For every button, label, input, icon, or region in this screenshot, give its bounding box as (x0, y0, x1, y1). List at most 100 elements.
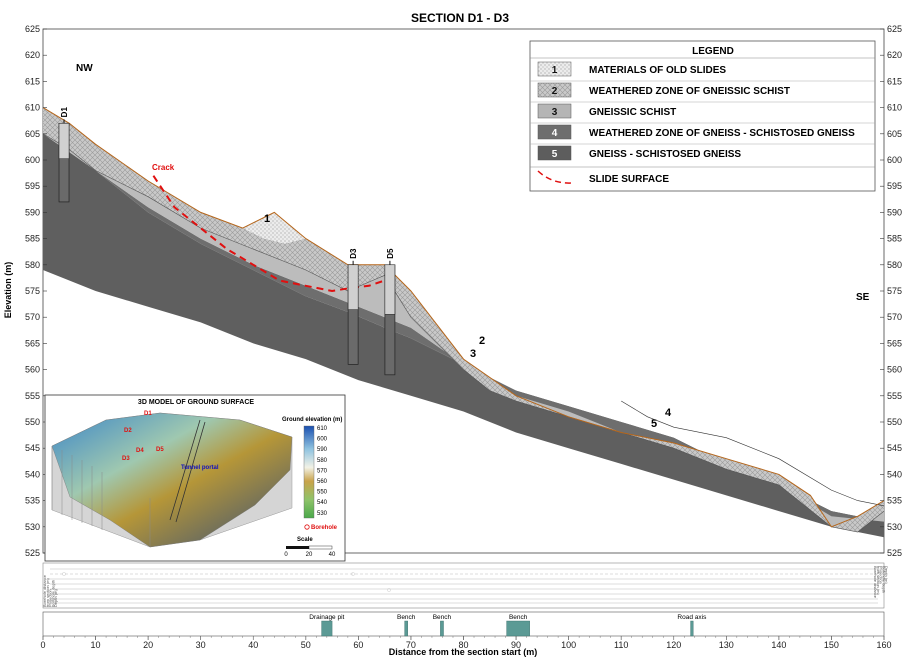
y-tick-label: 540 (25, 469, 40, 479)
inset-borehole-label: D3 (122, 456, 130, 462)
ground-surface-line (42, 107, 885, 528)
x-tick-label: 70 (406, 640, 416, 650)
y-tick-label-right: 600 (887, 155, 902, 165)
y-tick-label: 570 (25, 312, 40, 322)
inset-3d-model: 3D MODEL OF GROUND SURFACE D1 D2 D3 D4 D5 Tun… (44, 394, 346, 562)
inset-borehole-label: D4 (136, 448, 144, 454)
colorbar-tick: 570 (317, 468, 328, 474)
y-tick-label-right: 565 (887, 338, 902, 348)
y-tick-label-right: 585 (887, 234, 902, 244)
x-tick-label: 0 (40, 640, 45, 650)
y-tick-label: 545 (25, 443, 40, 453)
geology-layers (42, 107, 885, 538)
legend-item-label: WEATHERED ZONE OF GNEISSIC SCHIST (589, 86, 790, 97)
colorbar-tick: 590 (317, 447, 328, 453)
legend-swatch-number: 4 (552, 128, 558, 139)
legend-swatch-number: 1 (552, 65, 558, 76)
zone2-boundary (42, 133, 885, 533)
x-tick-label: 30 (196, 640, 206, 650)
borehole-legend-icon (304, 524, 310, 530)
x-tick-label: 100 (561, 640, 576, 650)
x-tick-label: 90 (511, 640, 521, 650)
features-strip: Drainage pit Bench Bench Bench Road axis (42, 611, 885, 637)
y-axis-label: Elevation (m) (3, 262, 13, 319)
legend-box (529, 40, 876, 192)
y-tick-label-right: 560 (887, 365, 902, 375)
legend-swatch-4 (537, 124, 572, 140)
inset-terrain-surface (51, 412, 293, 548)
inset-colorbar-title: Ground elevation (m) (282, 417, 342, 423)
legend-title: LEGEND (692, 46, 734, 57)
strip-left-label: from section (m) (45, 577, 50, 607)
legend-item-label: WEATHERED ZONE OF GNEISS - SCHISTOSED GN… (589, 128, 855, 139)
legend-item-label: GNEISS - SCHISTOSED GNEISS (589, 149, 741, 160)
y-tick-label: 560 (25, 365, 40, 375)
borehole-label-d3: D3 (349, 248, 358, 259)
inset-title: 3D MODEL OF GROUND SURFACE (138, 399, 254, 406)
x-tick-label: 60 (353, 640, 363, 650)
x-tick-label: 50 (301, 640, 311, 650)
zone-label-3: 3 (470, 348, 476, 360)
y-tick-label-right: 595 (887, 181, 902, 191)
y-tick-label: 580 (25, 260, 40, 270)
legend-swatch-2 (537, 82, 572, 98)
y-tick-label: 610 (25, 103, 40, 113)
borehole-columns: D1 D3 D5 (58, 107, 396, 376)
y-tick-label-right: 535 (887, 496, 902, 506)
y-tick-label: 625 (25, 24, 40, 34)
y-tick-label-right: 555 (887, 391, 902, 401)
tunnel-portal-label: Tunnel portal (181, 465, 219, 471)
y-tick-label: 590 (25, 207, 40, 217)
scale-label: Scale (297, 537, 313, 543)
borehole-label-d1: D1 (60, 107, 69, 118)
legend-swatch-3 (537, 103, 572, 119)
zone4-boundary (621, 400, 885, 507)
y-tick-label-right: 615 (887, 76, 902, 86)
inset-borehole-label: D2 (124, 428, 132, 434)
inset-borehole-label: D1 (144, 411, 152, 417)
y-tick-label: 600 (25, 155, 40, 165)
strip-left-label: Projection (48, 589, 53, 607)
colorbar-tick: 610 (317, 426, 328, 432)
legend-swatch-number: 2 (552, 86, 558, 97)
x-axis: 0 10 20 30 40 50 60 70 80 90 100 110 120 130 140 150 160 (40, 636, 892, 650)
feature-label: Bench (433, 614, 452, 621)
feature-bar (321, 620, 333, 637)
y-tick-label: 555 (25, 391, 40, 401)
x-axis-label: Distance from the section start (m) (389, 647, 538, 657)
y-axis-left: 625 620 615 610 605 600 595 590 585 580 575 570 565 5… (25, 24, 47, 558)
feature-label: Road axis (677, 614, 707, 621)
strip-right-label: Projection (879, 566, 884, 584)
y-tick-label: 595 (25, 181, 40, 191)
x-tick-label: 150 (824, 640, 839, 650)
y-tick-label: 615 (25, 76, 40, 86)
x-tick-label: 130 (719, 640, 734, 650)
legend: LEGEND 1 MATERIALS OF OLD SLIDES 2 WEATHERE… (529, 40, 876, 192)
legend-swatch-1 (537, 61, 572, 77)
scale-tick: 20 (306, 552, 313, 558)
y-tick-label-right: 620 (887, 50, 902, 60)
legend-swatch-number: 5 (552, 149, 558, 160)
strip-right-label: Depth (m) (884, 566, 889, 584)
y-tick-label: 525 (25, 548, 40, 558)
y-tick-label: 530 (25, 522, 40, 532)
y-tick-label: 535 (25, 496, 40, 506)
colorbar-tick: 530 (317, 511, 328, 517)
slide-surface-line (152, 175, 391, 293)
strip-right-label: Borehole distance (873, 566, 878, 599)
legend-item-label: GNEISSIC SCHIST (589, 107, 676, 118)
strip-left-label: Borehole depth (50, 580, 55, 607)
strip-right-label: Borehole depth (881, 566, 886, 593)
crack-label: Crack (152, 163, 175, 172)
y-tick-label-right: 525 (887, 548, 902, 558)
feature-bar (506, 620, 530, 637)
y-tick-label: 575 (25, 286, 40, 296)
zone-label-5: 5 (651, 418, 657, 430)
feature-bar (440, 620, 444, 637)
colorbar-tick: 540 (317, 500, 328, 506)
inset-colorbar (303, 425, 315, 519)
legend-swatch-number: 3 (552, 107, 558, 118)
strip-left-label: Depth (m) (53, 589, 58, 607)
inset-tunnel (169, 419, 206, 523)
